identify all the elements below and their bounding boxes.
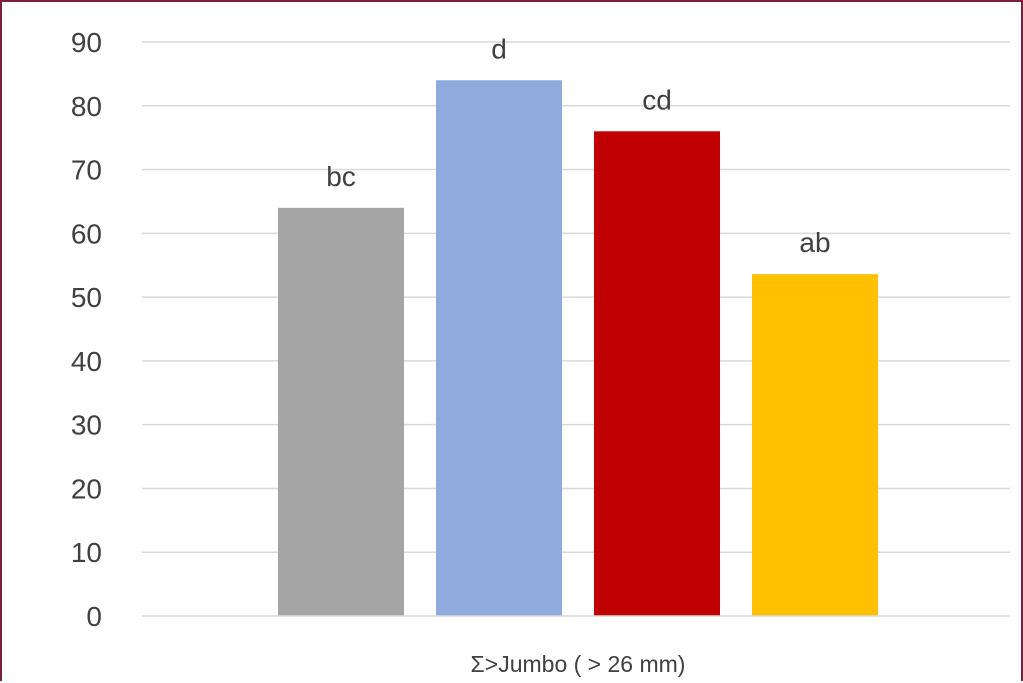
gridlines (142, 41, 1010, 553)
y-tick-label-40: 40 (71, 346, 102, 377)
y-tick-label-70: 70 (71, 155, 102, 186)
data-label-bc: bc (326, 161, 356, 192)
bar-ab (752, 274, 878, 616)
bar-cd (594, 131, 720, 617)
y-tick-label-10: 10 (71, 537, 102, 568)
y-tick-label-60: 60 (71, 218, 102, 249)
y-axis-tick-labels: 0 10 20 30 40 50 60 70 80 90 (71, 27, 102, 632)
y-tick-label-0: 0 (86, 601, 102, 632)
data-label-d: d (491, 33, 507, 64)
y-tick-label-50: 50 (71, 282, 102, 313)
data-labels: bc d cd ab (326, 33, 830, 258)
bar-bc (278, 207, 404, 617)
y-tick-label-90: 90 (71, 27, 102, 58)
data-label-ab: ab (799, 227, 830, 258)
y-tick-label-80: 80 (71, 91, 102, 122)
y-tick-label-20: 20 (71, 473, 102, 504)
data-label-cd: cd (642, 84, 672, 115)
bars (278, 80, 878, 617)
y-tick-label-30: 30 (71, 410, 102, 441)
bar-d (436, 80, 562, 617)
x-axis-category-label: Σ>Jumbo ( > 26 mm) (471, 651, 686, 677)
